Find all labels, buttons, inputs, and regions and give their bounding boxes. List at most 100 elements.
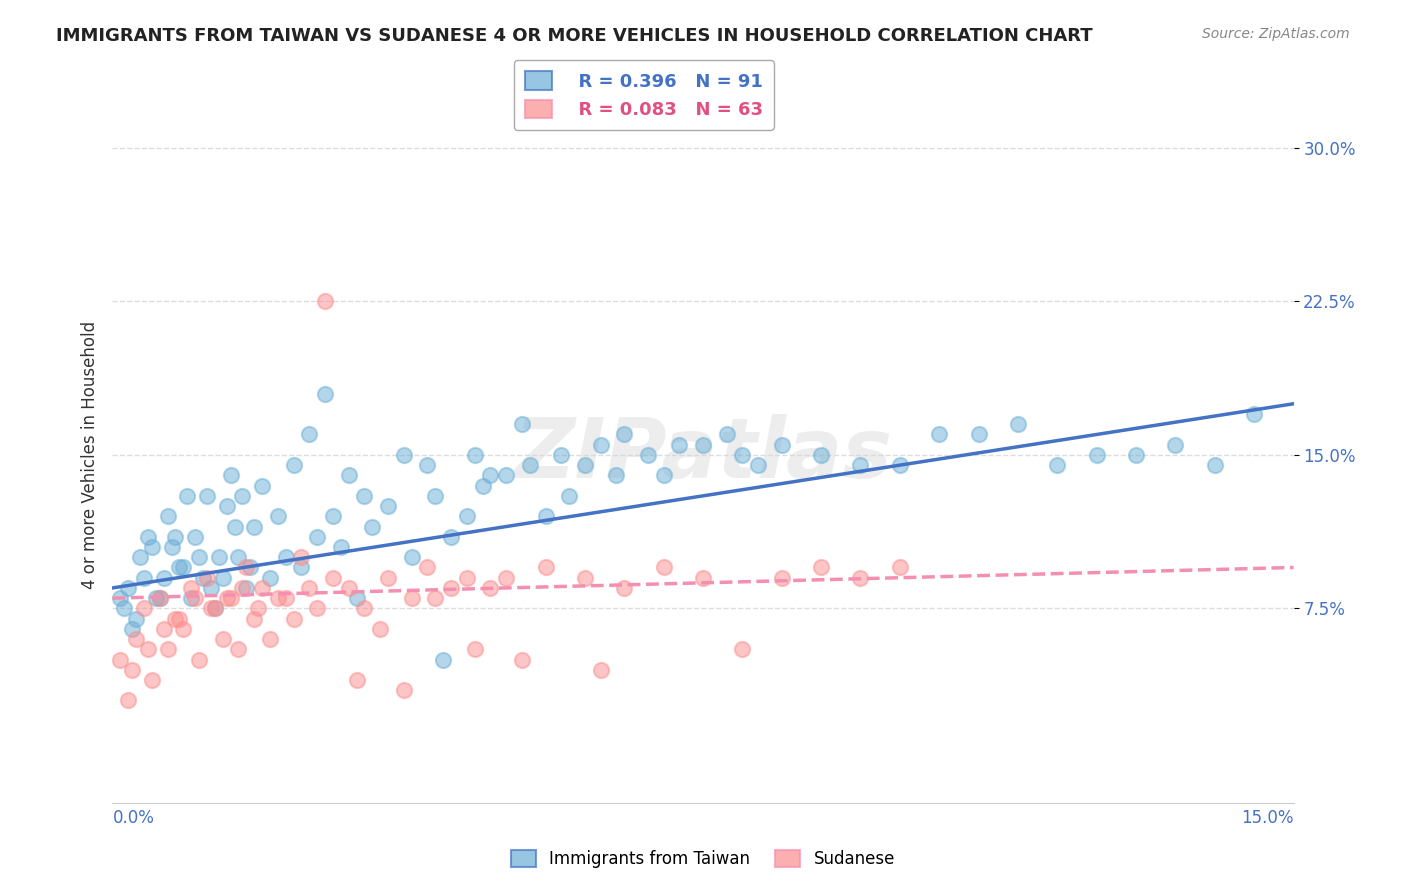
Point: [267, 509, 290, 524]
Point: [456, 571, 478, 585]
Point: [810, 560, 832, 574]
Point: [267, 591, 290, 606]
Point: [731, 448, 754, 462]
Point: [534, 509, 557, 524]
Point: [692, 571, 714, 585]
Point: [464, 448, 486, 462]
Point: [329, 540, 352, 554]
Text: ZIPatlas: ZIPatlas: [515, 415, 891, 495]
Point: [534, 560, 557, 574]
Point: [322, 509, 344, 524]
Point: [211, 571, 233, 585]
Point: [219, 591, 242, 606]
Point: [204, 601, 226, 615]
Point: [1085, 448, 1108, 462]
Point: [231, 581, 253, 595]
Point: [1243, 407, 1265, 421]
Point: [208, 550, 231, 565]
Point: [392, 683, 415, 698]
Point: [110, 591, 132, 606]
Point: [239, 560, 262, 574]
Point: [169, 560, 191, 574]
Point: [574, 458, 596, 472]
Point: [574, 571, 596, 585]
Point: [1164, 438, 1187, 452]
Point: [637, 448, 659, 462]
Point: [558, 489, 581, 503]
Point: [231, 489, 253, 503]
Point: [145, 591, 167, 606]
Point: [346, 673, 368, 687]
Point: [191, 571, 214, 585]
Point: [307, 530, 329, 544]
Point: [259, 571, 281, 585]
Point: [889, 458, 911, 472]
Point: [495, 571, 517, 585]
Point: [401, 591, 423, 606]
Point: [849, 571, 872, 585]
Point: [314, 386, 336, 401]
Point: [456, 509, 478, 524]
Point: [416, 458, 439, 472]
Point: [121, 663, 143, 677]
Point: [152, 571, 174, 585]
Point: [219, 468, 242, 483]
Point: [132, 601, 155, 615]
Point: [652, 560, 675, 574]
Point: [184, 530, 207, 544]
Point: [169, 612, 191, 626]
Point: [298, 427, 321, 442]
Point: [152, 622, 174, 636]
Point: [613, 427, 636, 442]
Point: [849, 458, 872, 472]
Point: [165, 530, 187, 544]
Point: [298, 581, 321, 595]
Point: [479, 581, 502, 595]
Point: [747, 458, 769, 472]
Point: [605, 468, 627, 483]
Point: [967, 427, 990, 442]
Point: [368, 622, 391, 636]
Point: [464, 642, 486, 657]
Point: [195, 571, 218, 585]
Y-axis label: 4 or more Vehicles in Household: 4 or more Vehicles in Household: [80, 321, 98, 589]
Point: [377, 499, 399, 513]
Point: [479, 468, 502, 483]
Point: [117, 581, 139, 595]
Point: [250, 581, 273, 595]
Text: Source: ZipAtlas.com: Source: ZipAtlas.com: [1202, 27, 1350, 41]
Point: [337, 581, 360, 595]
Point: [731, 642, 754, 657]
Point: [290, 560, 312, 574]
Text: 0.0%: 0.0%: [112, 809, 155, 827]
Point: [716, 427, 738, 442]
Point: [180, 581, 202, 595]
Point: [322, 571, 344, 585]
Point: [250, 478, 273, 492]
Point: [200, 601, 222, 615]
Point: [589, 663, 612, 677]
Point: [519, 458, 541, 472]
Point: [247, 601, 270, 615]
Point: [125, 632, 148, 646]
Point: [235, 581, 257, 595]
Point: [259, 632, 281, 646]
Point: [290, 550, 312, 565]
Point: [172, 560, 194, 574]
Point: [550, 448, 572, 462]
Point: [401, 550, 423, 565]
Point: [172, 622, 194, 636]
Point: [510, 652, 533, 666]
Point: [200, 581, 222, 595]
Point: [1007, 417, 1029, 432]
Point: [160, 540, 183, 554]
Point: [188, 550, 211, 565]
Text: IMMIGRANTS FROM TAIWAN VS SUDANESE 4 OR MORE VEHICLES IN HOUSEHOLD CORRELATION C: IMMIGRANTS FROM TAIWAN VS SUDANESE 4 OR …: [56, 27, 1092, 45]
Point: [810, 448, 832, 462]
Point: [510, 417, 533, 432]
Point: [149, 591, 172, 606]
Point: [770, 438, 793, 452]
Point: [274, 591, 297, 606]
Point: [440, 530, 463, 544]
Point: [589, 438, 612, 452]
